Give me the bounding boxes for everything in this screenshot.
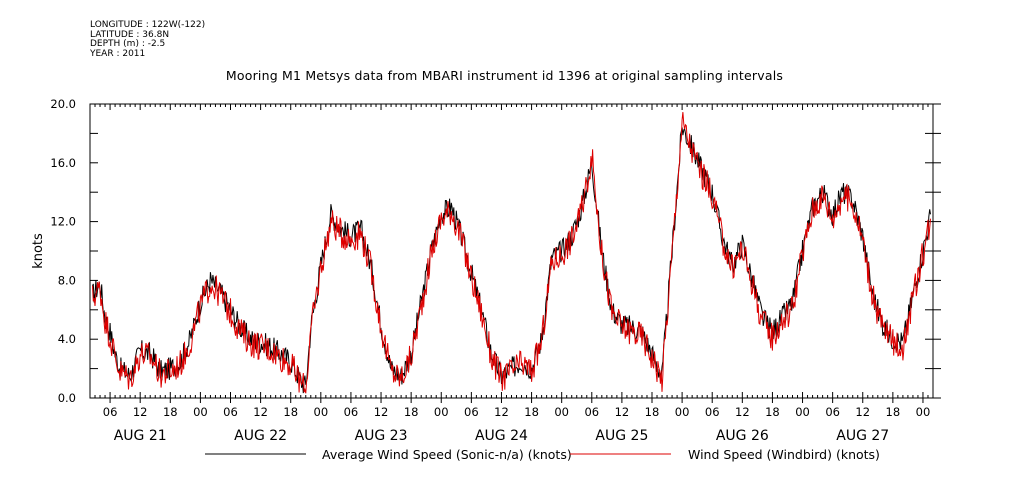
legend-label-average: Average Wind Speed (Sonic-n/a) (knots) <box>322 447 572 462</box>
x-hour-label: 00 <box>675 405 690 419</box>
y-tick-label: 8.0 <box>58 273 76 287</box>
legend-label-windbird: Wind Speed (Windbird) (knots) <box>688 447 880 462</box>
x-hour-label: 06 <box>103 405 118 419</box>
x-hour-label: 06 <box>825 405 840 419</box>
y-tick-label: 20.0 <box>50 97 76 111</box>
x-hour-label: 12 <box>253 405 268 419</box>
x-hour-label: 00 <box>193 405 208 419</box>
legend: Average Wind Speed (Sonic-n/a) (knots) W… <box>205 447 880 462</box>
x-day-label: AUG 24 <box>475 428 528 444</box>
x-hour-label: 00 <box>795 405 810 419</box>
x-hour-label: 18 <box>404 405 419 419</box>
depth-label: DEPTH (m) : -2.5 <box>90 39 166 49</box>
x-hour-label: 12 <box>133 405 148 419</box>
x-hour-label: 18 <box>765 405 780 419</box>
series-windbird-wind-speed <box>92 112 931 394</box>
y-axis-label: knots <box>31 233 46 269</box>
x-hour-label: 12 <box>855 405 870 419</box>
x-hour-label: 18 <box>524 405 539 419</box>
x-hour-label: 12 <box>735 405 750 419</box>
y-tick-label: 0.0 <box>58 391 76 405</box>
x-hour-label: 06 <box>584 405 599 419</box>
x-hour-label: 00 <box>916 405 931 419</box>
x-day-label: AUG 27 <box>836 428 889 444</box>
x-hour-label: 00 <box>434 405 449 419</box>
year-label: YEAR : 2011 <box>90 48 146 59</box>
series-average-wind-speed <box>92 127 931 394</box>
x-hour-label: 00 <box>554 405 569 419</box>
x-day-label: AUG 25 <box>595 428 648 444</box>
axes: 0.0 4.0 8.0 12.0 16.0 20.0 06 12 18 00 06 12 18 00 06 1… <box>50 97 941 444</box>
x-day-label: AUG 21 <box>114 428 167 444</box>
x-hour-label: 18 <box>645 405 660 419</box>
x-hour-label: 12 <box>494 405 509 419</box>
x-hour-label: 00 <box>314 405 329 419</box>
y-tick-label: 4.0 <box>58 332 76 346</box>
series-lines <box>92 112 931 394</box>
x-hour-label: 12 <box>374 405 389 419</box>
x-hour-label: 06 <box>464 405 479 419</box>
metadata-block: LONGITUDE : 122W(-122) LATITUDE : 36.8N … <box>90 20 206 59</box>
x-day-label: AUG 22 <box>234 428 287 444</box>
x-hour-label: 12 <box>615 405 630 419</box>
x-hour-label: 06 <box>344 405 359 419</box>
x-day-label: AUG 26 <box>716 428 769 444</box>
longitude-label: LONGITUDE : 122W(-122) <box>90 20 206 30</box>
y-tick-label: 12.0 <box>50 215 76 229</box>
y-tick-label: 16.0 <box>50 156 76 170</box>
x-hour-label: 18 <box>886 405 901 419</box>
latitude-label: LATITUDE : 36.8N <box>90 29 170 40</box>
x-hour-label: 18 <box>163 405 178 419</box>
x-hour-label: 18 <box>283 405 298 419</box>
x-day-label: AUG 23 <box>355 428 408 444</box>
chart-title: Mooring M1 Metsys data from MBARI instru… <box>225 68 784 83</box>
x-hour-label: 06 <box>705 405 720 419</box>
plot-frame <box>89 103 934 399</box>
x-hour-label: 06 <box>223 405 238 419</box>
